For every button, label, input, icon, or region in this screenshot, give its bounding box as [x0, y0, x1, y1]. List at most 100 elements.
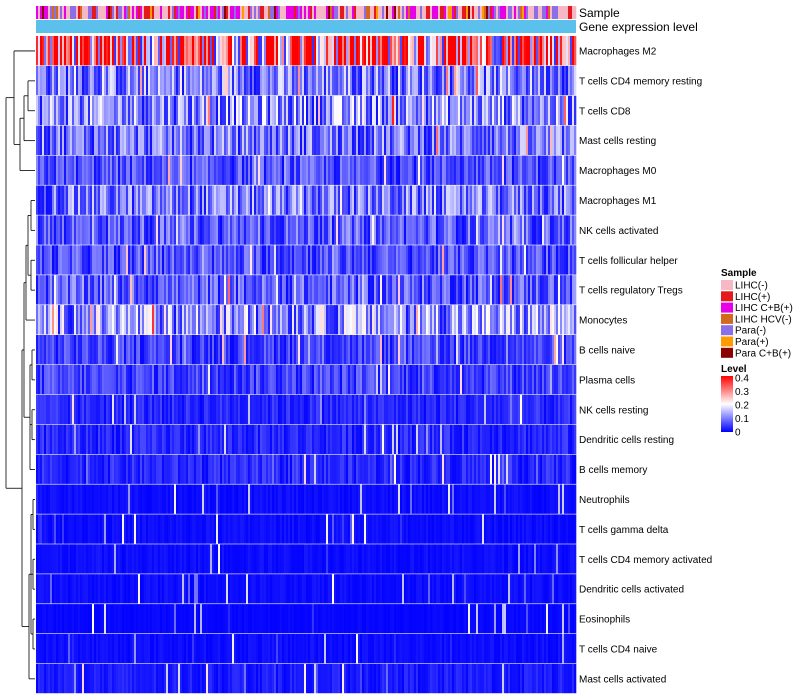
heatmap-cell: [158, 454, 161, 484]
heatmap-cell: [362, 364, 365, 395]
heatmap-cell: [518, 335, 521, 365]
heatmap-cell: [320, 484, 323, 514]
heatmap-cell: [268, 65, 271, 96]
heatmap-cell: [134, 335, 137, 365]
heatmap-cell: [562, 305, 565, 335]
heatmap-cell: [138, 155, 141, 185]
heatmap-cell: [462, 215, 465, 245]
heatmap-cell: [572, 394, 575, 425]
heatmap-cell: [128, 514, 131, 544]
heatmap-cell: [40, 65, 43, 96]
heatmap-cell: [184, 95, 187, 126]
heatmap-cell: [88, 454, 91, 484]
heatmap-cell: [556, 65, 559, 96]
heatmap-cell: [316, 185, 319, 215]
heatmap-cell: [230, 514, 233, 544]
heatmap-cell: [492, 125, 495, 155]
heatmap-cell: [324, 95, 327, 126]
heatmap-cell: [112, 95, 115, 126]
heatmap-cell: [148, 394, 151, 425]
heatmap-cell: [222, 335, 225, 365]
heatmap-cell: [408, 125, 411, 155]
heatmap-cell: [520, 65, 523, 96]
heatmap-cell: [444, 335, 447, 365]
heatmap-cell: [300, 185, 303, 215]
heatmap-cell: [498, 125, 501, 155]
heatmap-cell: [242, 335, 245, 365]
heatmap-cell: [54, 125, 57, 155]
heatmap-cell: [490, 484, 493, 514]
heatmap-cell: [202, 394, 205, 425]
heatmap-cell: [468, 65, 471, 96]
heatmap-cell: [44, 36, 47, 66]
heatmap-cell: [72, 125, 75, 155]
heatmap-cell: [192, 125, 195, 155]
heatmap-cell: [432, 544, 435, 574]
heatmap-row: [36, 185, 577, 215]
heatmap-cell: [552, 215, 555, 245]
heatmap-cell: [388, 65, 391, 96]
heatmap-cell: [270, 364, 273, 395]
heatmap-cell: [62, 574, 65, 604]
heatmap-cell: [272, 65, 275, 96]
heatmap-cell: [208, 544, 211, 574]
heatmap-cell: [510, 215, 513, 245]
heatmap-cell: [296, 544, 299, 574]
heatmap-cell: [466, 454, 469, 484]
heatmap-cell: [306, 484, 309, 514]
heatmap-cell: [570, 424, 573, 454]
heatmap-cell: [42, 245, 45, 275]
heatmap-cell: [244, 155, 247, 185]
heatmap-cell: [554, 544, 557, 574]
heatmap-cell: [136, 36, 139, 66]
heatmap-cell: [274, 185, 277, 215]
heatmap-cell: [118, 364, 121, 395]
heatmap-cell: [178, 155, 181, 185]
heatmap-cell: [270, 245, 273, 275]
heatmap-cell: [288, 215, 291, 245]
heatmap-cell: [66, 574, 69, 604]
heatmap-cell: [344, 185, 347, 215]
heatmap-cell: [488, 95, 491, 126]
heatmap-cell: [348, 95, 351, 126]
heatmap-cell: [70, 95, 73, 126]
heatmap-cell: [530, 245, 533, 275]
heatmap-cell: [478, 335, 481, 365]
heatmap-cell: [560, 544, 563, 574]
heatmap-row: [36, 364, 577, 395]
heatmap-cell: [372, 125, 375, 155]
heatmap-cell: [314, 544, 317, 574]
heatmap-cell: [394, 484, 397, 514]
heatmap-cell: [108, 484, 111, 514]
heatmap-cell: [298, 335, 301, 365]
heatmap-cell: [440, 305, 443, 335]
heatmap-cell: [442, 454, 445, 484]
heatmap-cell: [198, 155, 201, 185]
heatmap-cell: [208, 125, 211, 155]
heatmap-cell: [154, 484, 157, 514]
heatmap-cell: [56, 245, 59, 275]
heatmap-cell: [92, 215, 95, 245]
heatmap-cell: [248, 305, 251, 335]
heatmap-cell: [550, 364, 553, 395]
heatmap-cell: [70, 305, 73, 335]
heatmap-cell: [452, 484, 455, 514]
heatmap-cell: [120, 95, 123, 126]
heatmap-cell: [138, 95, 141, 126]
heatmap-cell: [134, 275, 137, 305]
heatmap-cell: [400, 394, 403, 425]
heatmap-cell: [388, 275, 391, 305]
heatmap-cell: [572, 155, 575, 185]
heatmap-cell: [122, 454, 125, 484]
heatmap-cell: [466, 185, 469, 215]
heatmap-cell: [340, 514, 343, 544]
heatmap-cell: [524, 65, 527, 96]
heatmap-cell: [46, 514, 49, 544]
heatmap-cell: [158, 514, 161, 544]
heatmap-cell: [484, 424, 487, 454]
heatmap-cell: [568, 424, 571, 454]
heatmap-cell: [306, 155, 309, 185]
heatmap-cell: [530, 95, 533, 126]
heatmap-cell: [430, 125, 433, 155]
heatmap-cell: [118, 155, 121, 185]
